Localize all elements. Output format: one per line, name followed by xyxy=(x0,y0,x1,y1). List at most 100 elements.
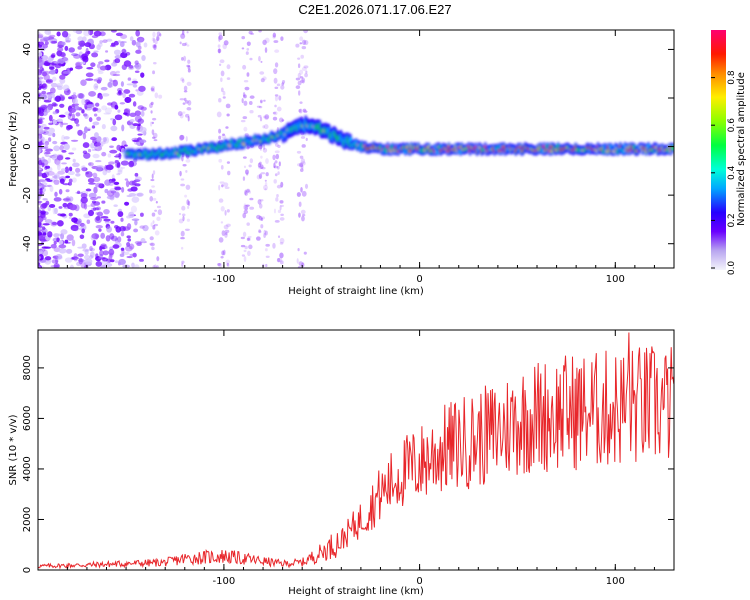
noise-blob xyxy=(217,262,221,266)
noise-blob xyxy=(45,78,54,84)
noise-blob xyxy=(258,55,261,62)
noise-blob xyxy=(151,37,155,42)
noise-blob xyxy=(59,74,66,80)
noise-blob xyxy=(179,134,185,140)
noise-blob xyxy=(77,93,84,99)
noise-blob xyxy=(80,61,86,65)
noise-blob xyxy=(71,217,78,223)
noise-blob xyxy=(63,143,70,151)
noise-blob xyxy=(90,202,96,208)
noise-blob xyxy=(141,54,146,62)
noise-blob xyxy=(38,147,42,154)
noise-blob xyxy=(246,237,250,241)
noise-blob xyxy=(102,137,107,143)
noise-blob xyxy=(135,30,141,37)
noise-blob xyxy=(125,180,130,188)
noise-blob xyxy=(52,119,57,125)
noise-blob xyxy=(227,170,231,176)
noise-blob xyxy=(86,67,94,70)
noise-blob xyxy=(75,167,81,173)
noise-blob xyxy=(137,118,145,124)
noise-blob xyxy=(276,258,281,263)
noise-blob xyxy=(101,200,106,204)
noise-blob xyxy=(152,117,157,121)
noise-blob xyxy=(150,87,155,91)
noise-blob xyxy=(152,197,157,201)
noise-blob xyxy=(50,69,57,73)
noise-blob xyxy=(242,92,246,97)
noise-blob xyxy=(305,70,308,74)
noise-blob xyxy=(178,218,184,224)
noise-blob xyxy=(131,218,140,222)
noise-blob xyxy=(41,123,47,128)
noise-blob xyxy=(179,41,182,45)
noise-blob xyxy=(149,103,153,109)
noise-blob xyxy=(265,243,270,247)
spectrogram-x-tick-label: 100 xyxy=(606,274,625,285)
noise-blob xyxy=(85,78,94,81)
noise-blob xyxy=(139,139,147,144)
noise-blob xyxy=(79,234,85,239)
noise-blob xyxy=(281,119,285,122)
noise-blob xyxy=(273,179,277,184)
noise-blob xyxy=(90,62,96,68)
noise-blob xyxy=(111,42,116,47)
noise-blob xyxy=(47,132,53,137)
noise-blob xyxy=(114,186,122,191)
noise-blob xyxy=(56,155,64,161)
noise-blob xyxy=(127,238,132,242)
noise-blob xyxy=(38,215,42,218)
noise-blob xyxy=(186,81,192,87)
noise-blob xyxy=(120,217,124,222)
noise-blob xyxy=(130,205,138,213)
noise-blob xyxy=(218,48,221,54)
noise-blob xyxy=(222,90,226,96)
noise-blob xyxy=(42,216,47,221)
noise-blob xyxy=(302,108,307,112)
noise-blob xyxy=(223,224,229,230)
noise-blob xyxy=(81,228,86,234)
noise-blob xyxy=(298,261,303,266)
noise-blob xyxy=(117,211,124,218)
noise-blob xyxy=(101,257,109,262)
noise-blob xyxy=(259,71,265,75)
noise-blob xyxy=(85,188,92,192)
noise-blob xyxy=(40,104,48,109)
noise-blob xyxy=(183,97,187,102)
noise-blob xyxy=(46,219,51,224)
noise-blob xyxy=(44,219,53,224)
noise-blob xyxy=(303,110,308,113)
noise-blob xyxy=(151,212,156,217)
noise-blob xyxy=(81,98,86,106)
noise-blob xyxy=(44,30,52,35)
noise-blob xyxy=(124,96,132,103)
colorbar-label: Normalized spectral amplitude xyxy=(736,72,747,226)
noise-blob xyxy=(218,158,223,163)
noise-blob xyxy=(41,156,45,164)
noise-blob xyxy=(114,104,119,110)
noise-blob xyxy=(152,132,158,139)
noise-blob xyxy=(107,102,113,106)
noise-blob xyxy=(38,79,43,85)
noise-blob xyxy=(51,221,58,226)
noise-blob xyxy=(186,44,190,47)
noise-blob xyxy=(38,34,44,39)
noise-blob xyxy=(279,252,284,259)
noise-blob xyxy=(114,114,123,121)
noise-blob xyxy=(181,205,186,211)
noise-blob xyxy=(181,260,185,264)
noise-blob xyxy=(248,190,252,194)
noise-blob xyxy=(223,249,226,256)
noise-blob xyxy=(300,136,306,139)
noise-blob xyxy=(297,72,301,79)
noise-blob xyxy=(220,164,224,170)
noise-blob xyxy=(84,249,89,256)
noise-blob xyxy=(114,191,120,199)
noise-blob xyxy=(134,110,142,117)
noise-blob xyxy=(109,149,118,154)
noise-blob xyxy=(116,144,122,151)
noise-blob xyxy=(78,93,85,99)
noise-blob xyxy=(38,228,44,232)
noise-blob xyxy=(113,49,121,56)
noise-blob xyxy=(305,137,308,142)
